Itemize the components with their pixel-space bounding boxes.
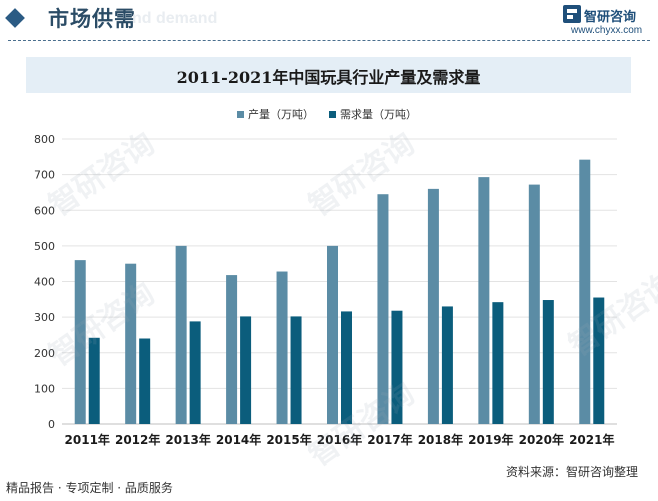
x-tick-label: 2017年 [367,432,412,447]
y-tick-label: 300 [34,311,55,324]
bar-production [528,184,540,424]
y-tick-label: 700 [34,169,55,182]
legend-swatch-demand [329,111,336,118]
bar-demand [492,302,504,424]
bar-production [125,263,137,424]
x-tick-label: 2016年 [317,432,362,447]
x-tick-label: 2014年 [216,432,261,447]
bar-demand [88,337,100,424]
bar-production [377,194,389,424]
section-title: 市场供需 [48,7,136,31]
legend-label-production: 产量（万吨） [248,107,314,121]
bar-demand [189,321,201,424]
bar-demand [542,300,554,424]
x-tick-label: 2019年 [468,432,513,447]
y-tick-label: 800 [34,133,55,146]
logo-icon [563,5,581,23]
y-tick-label: 100 [34,382,55,395]
x-tick-label: 2013年 [165,432,210,447]
bar-production [175,245,187,424]
bar-production [478,177,490,424]
brand-url: www.chyxx.com [571,25,643,36]
section-subtitle: nd demand [132,10,218,27]
bar-demand [391,310,403,424]
x-tick-label: 2015年 [266,432,311,447]
brand-name: 智研咨询 [584,10,637,25]
y-tick-label: 200 [34,347,55,360]
x-tick-label: 2012年 [115,432,160,447]
header: 市场供需 nd demand 智研咨询 www.chyxx.com [0,0,658,44]
bar-production [74,260,86,424]
x-tick-label: 2018年 [418,432,463,447]
bar-production [427,188,439,424]
chart-title: 2011-2021年中国玩具行业产量及需求量 [176,68,481,87]
y-tick-label: 400 [34,276,55,289]
x-tick-label: 2011年 [65,432,110,447]
y-tick-label: 0 [48,418,55,431]
bar-production [579,159,591,424]
bar-demand [139,338,151,424]
header-divider [8,40,650,41]
y-tick-label: 600 [34,204,55,217]
chart-title-band: 2011-2021年中国玩具行业产量及需求量 [26,57,631,93]
x-tick-label: 2020年 [519,432,564,447]
bar-production [327,245,338,424]
legend-swatch-production [237,111,244,118]
bar-demand [290,316,302,424]
bar-demand [593,297,605,424]
legend-label-demand: 需求量（万吨） [340,108,417,121]
bar-demand [240,316,252,424]
bar-demand [341,311,352,424]
bar-production [276,271,288,424]
bar-production [226,275,238,424]
footer-tagline: 精品报告 · 专项定制 · 品质服务 [6,481,173,495]
x-tick-label: 2021年 [569,432,614,447]
bar-demand [441,306,453,424]
y-tick-label: 500 [34,240,55,253]
source-note: 资料来源：智研咨询整理 [506,465,639,479]
